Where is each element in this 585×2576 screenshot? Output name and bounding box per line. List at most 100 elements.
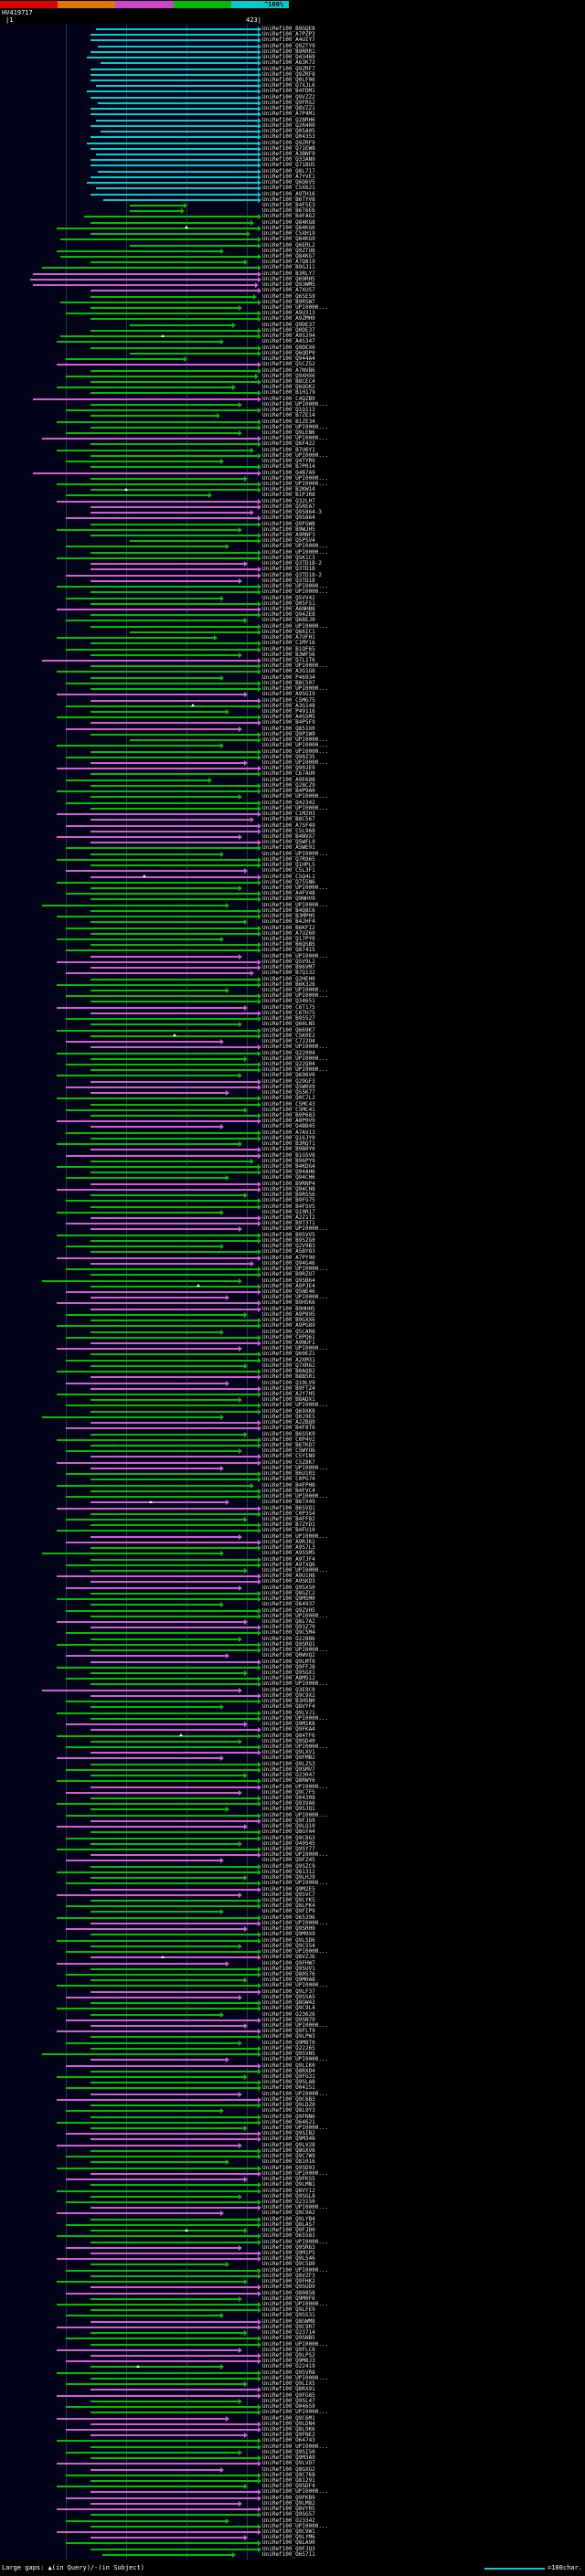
hit-bar[interactable] <box>66 546 227 548</box>
hit-label[interactable]: UniRef100_Q66LN5 <box>262 1021 315 1028</box>
hit-label[interactable]: UniRef100_A9RNF3 <box>262 532 315 539</box>
hit-bar[interactable] <box>90 443 259 446</box>
hit-label[interactable]: UniRef100_Q9SG57 <box>262 2511 315 2518</box>
hit-label[interactable]: UniRef100_UPI0000... <box>262 2443 329 2450</box>
hit-bar[interactable] <box>90 1217 259 1220</box>
hit-label[interactable]: UniRef100_Q9DEX6 <box>262 344 315 351</box>
hit-bar[interactable] <box>90 1740 239 1743</box>
hit-label[interactable]: UniRef100_O65396 <box>262 1913 315 1921</box>
hit-label[interactable]: UniRef100_Q94CH8 <box>262 1185 315 1193</box>
hit-bar[interactable] <box>66 1655 227 1658</box>
hit-bar[interactable] <box>129 540 259 543</box>
hit-label[interactable]: UniRef100_Q68EJ0 <box>262 617 315 624</box>
hit-bar[interactable] <box>56 1598 259 1601</box>
hit-bar[interactable] <box>66 2315 220 2317</box>
hit-bar[interactable] <box>90 1069 259 1072</box>
hit-label[interactable]: UniRef100_Q9LSD6 <box>262 1936 315 1944</box>
hit-label[interactable]: UniRef100_O81291 <box>262 2476 315 2484</box>
hit-bar[interactable] <box>66 2133 259 2136</box>
hit-label[interactable]: UniRef100_B4FSV5 <box>262 1203 315 1210</box>
hit-bar[interactable] <box>56 586 259 588</box>
hit-bar[interactable] <box>90 2207 259 2210</box>
hit-label[interactable]: UniRef100_Q9FLC8 <box>262 2346 315 2353</box>
hit-bar[interactable] <box>66 1973 259 1976</box>
hit-label[interactable]: UniRef100_UPI0000... <box>262 759 329 767</box>
hit-label[interactable]: UniRef100_UPI0000... <box>262 1612 329 1619</box>
hit-bar[interactable] <box>90 1706 220 1709</box>
hit-label[interactable]: UniRef100_UPI0000... <box>262 2488 329 2496</box>
hit-bar[interactable] <box>90 415 218 418</box>
hit-bar[interactable] <box>90 1922 259 1924</box>
hit-label[interactable]: UniRef100_Q05FS1 <box>262 599 315 607</box>
hit-bar[interactable] <box>129 323 232 326</box>
hit-label[interactable]: UniRef100_A3G148 <box>262 702 315 709</box>
hit-bar[interactable] <box>56 1097 259 1100</box>
hit-label[interactable]: UniRef100_A2Z1T2 <box>262 1214 315 1222</box>
hit-bar[interactable] <box>90 454 259 457</box>
hit-bar[interactable] <box>129 210 181 213</box>
hit-bar[interactable] <box>90 898 259 901</box>
hit-bar[interactable] <box>66 1086 259 1088</box>
hit-label[interactable]: UniRef100_O22265 <box>262 2044 315 2051</box>
hit-label[interactable]: UniRef100_UPI0000... <box>262 1982 329 1989</box>
hit-bar[interactable] <box>41 2053 259 2056</box>
hit-bar[interactable] <box>56 1757 220 1760</box>
hit-bar[interactable] <box>90 1934 259 1936</box>
hit-bar[interactable] <box>96 85 259 88</box>
hit-bar[interactable] <box>90 164 259 167</box>
hit-bar[interactable] <box>90 1433 245 1436</box>
hit-bar[interactable] <box>90 591 259 594</box>
hit-bar[interactable] <box>90 477 245 480</box>
hit-bar[interactable] <box>56 1188 259 1191</box>
hit-label[interactable]: UniRef100_B4FSE3 <box>262 201 315 208</box>
hit-bar[interactable] <box>56 1575 259 1578</box>
hit-bar[interactable] <box>56 2486 245 2488</box>
hit-bar[interactable] <box>66 1951 259 1954</box>
hit-label[interactable]: UniRef100_Q9LHJ9 <box>262 1874 315 1882</box>
hit-bar[interactable] <box>90 426 259 429</box>
hit-bar[interactable] <box>66 2451 239 2454</box>
hit-label[interactable]: UniRef100_Q6QDP0 <box>262 349 315 356</box>
hit-bar[interactable] <box>56 1234 259 1236</box>
hit-bar[interactable] <box>90 1012 259 1014</box>
hit-bar[interactable] <box>56 1530 259 1532</box>
hit-label[interactable]: UniRef100_Q9ZTY9 <box>262 42 315 49</box>
hit-bar[interactable] <box>56 483 259 485</box>
hit-bar[interactable] <box>90 2479 259 2482</box>
hit-bar[interactable] <box>66 1290 259 1293</box>
hit-bar[interactable] <box>66 824 259 827</box>
hit-bar[interactable] <box>90 2184 259 2187</box>
hit-bar[interactable] <box>90 1057 245 1060</box>
hit-bar[interactable] <box>90 1171 259 1174</box>
hit-bar[interactable] <box>56 449 250 451</box>
hit-label[interactable]: UniRef100_UPI0000... <box>262 663 329 670</box>
hit-label[interactable]: UniRef100_O22886 <box>262 1635 315 1642</box>
hit-label[interactable]: UniRef100_Q94ZE8 <box>262 611 315 619</box>
hit-label[interactable]: UniRef100_UPI0000... <box>262 1345 329 1352</box>
hit-label[interactable]: UniRef100_A2Y7H5 <box>262 1391 315 1397</box>
hit-label[interactable]: UniRef100_UPI0000... <box>262 742 329 749</box>
hit-label[interactable]: UniRef100_B3RQT1 <box>262 1140 315 1148</box>
hit-bar[interactable] <box>90 1694 259 1697</box>
hit-bar[interactable] <box>90 2422 259 2425</box>
hit-label[interactable]: UniRef100_B4JHF4 <box>262 918 315 926</box>
hit-bar[interactable] <box>90 579 239 582</box>
hit-label[interactable]: UniRef100_Q0LF06 <box>262 77 315 84</box>
hit-bar[interactable] <box>90 307 239 310</box>
hit-bar[interactable] <box>90 1205 259 1208</box>
hit-label[interactable]: UniRef100_Q9SS31 <box>262 2312 315 2319</box>
hit-label[interactable]: UniRef100_UPI0000... <box>262 1714 329 1722</box>
hit-bar[interactable] <box>90 1831 259 1834</box>
hit-bar[interactable] <box>56 1256 259 1259</box>
hit-label[interactable]: UniRef100_B3RLY7 <box>262 270 315 277</box>
hit-bar[interactable] <box>66 2200 259 2203</box>
hit-label[interactable]: UniRef100_Q9C9X2 <box>262 1691 315 1699</box>
hit-bar[interactable] <box>66 927 259 929</box>
hit-bar[interactable] <box>90 392 259 395</box>
hit-bar[interactable] <box>90 1786 259 1788</box>
hit-label[interactable]: UniRef100_Q22004 <box>262 1049 315 1056</box>
hit-bar[interactable] <box>66 727 239 730</box>
hit-label[interactable]: UniRef100_Q9FJQ3 <box>262 2545 315 2552</box>
hit-bar[interactable] <box>66 1200 259 1203</box>
hit-label[interactable]: UniRef100_Q9FIP9 <box>262 1908 315 1915</box>
